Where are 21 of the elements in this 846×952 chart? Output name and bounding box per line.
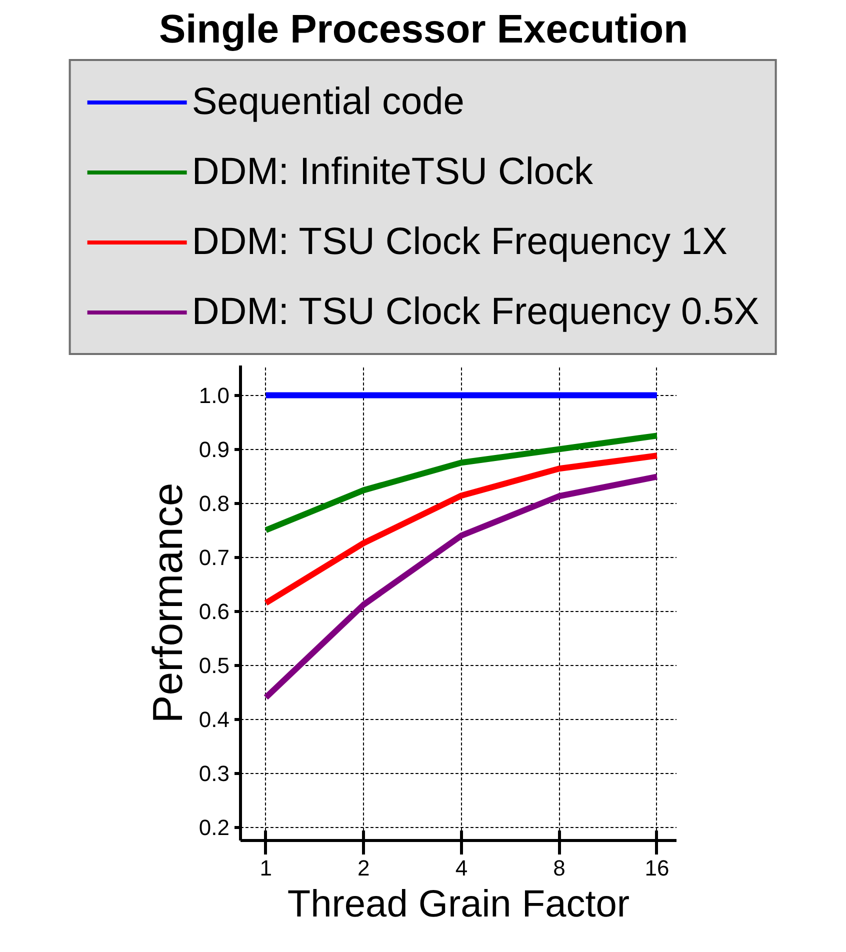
y-tick-label: 0.8	[198, 491, 230, 516]
y-tick-label: 0.6	[198, 599, 230, 624]
y-tick-label: 0.2	[198, 815, 230, 840]
x-tick-label: 2	[358, 856, 370, 880]
x-tick-label: 8	[553, 856, 566, 880]
y-tick-label: 0.4	[198, 707, 230, 732]
legend-label: DDM: TSU Clock Frequency 1X	[192, 220, 728, 264]
chart-title: Single Processor Execution	[158, 8, 688, 52]
legend-label: Sequential code	[192, 80, 464, 124]
y-tick-label: 0.5	[198, 653, 230, 678]
legend-label: DDM: InfiniteTSU Clock	[192, 150, 594, 194]
y-tick-label: 1.0	[198, 383, 230, 408]
y-axis-title: Performance	[144, 482, 191, 724]
x-axis-title: Thread Grain Factor	[287, 884, 630, 926]
y-tick-label: 0.9	[198, 437, 230, 462]
legend-label: DDM: TSU Clock Frequency 0.5X	[192, 290, 760, 334]
x-tick-label: 4	[455, 856, 468, 880]
y-tick-label: 0.7	[198, 545, 230, 570]
x-tick-label: 1	[260, 856, 272, 880]
x-tick-label: 16	[644, 856, 670, 880]
y-tick-label: 0.3	[198, 761, 230, 786]
